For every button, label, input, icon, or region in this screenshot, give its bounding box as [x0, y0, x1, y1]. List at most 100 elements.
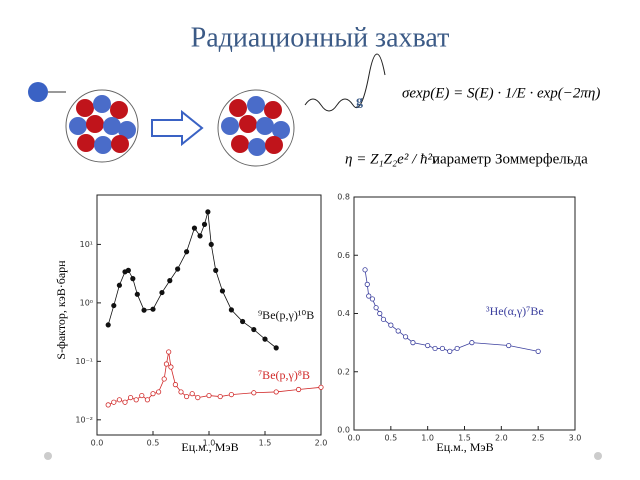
x-tick-label: 3.0 [569, 434, 582, 443]
y-tick-label: 0.2 [337, 367, 350, 376]
data-point [425, 342, 431, 349]
x-tick-label: 0.0 [91, 439, 104, 448]
y-tick-label: 0.6 [337, 251, 350, 260]
data-point [295, 386, 302, 393]
eta-caption: параметр Зоммерфельда [432, 151, 588, 167]
data-point [318, 384, 324, 390]
y-axis-label: S-фактор, кэВ·барн [54, 260, 68, 360]
data-point [111, 302, 117, 309]
cross-section-formula: σexp(E) = S(E) · 1/E · exp(−2πη) [402, 85, 600, 101]
x-tick-label: 1.0 [421, 434, 434, 443]
x-tick-label: 0.0 [348, 434, 361, 443]
data-point [506, 342, 512, 349]
data-point [201, 221, 208, 227]
data-point [168, 364, 174, 370]
data-point [388, 322, 394, 328]
series-label: ⁷Be(p,γ)⁸B [258, 368, 310, 382]
data-point [208, 241, 214, 248]
nav-dot[interactable] [44, 452, 52, 460]
data-point [105, 402, 111, 408]
photon-label: g [356, 94, 363, 109]
nav-dot[interactable] [594, 452, 602, 460]
x-tick-label: 2.0 [495, 434, 508, 443]
data-point [377, 310, 383, 317]
nucleus-after [217, 89, 295, 167]
data-point [228, 307, 234, 313]
data-point [105, 322, 111, 328]
data-point [139, 392, 145, 399]
data-point [134, 291, 140, 297]
y-tick-label: 0.8 [337, 193, 350, 202]
data-point [454, 345, 460, 352]
x-axis-label: Eц.м., МэВ [436, 440, 493, 454]
data-point [273, 345, 279, 351]
data-point [432, 345, 438, 352]
data-point [159, 289, 165, 296]
data-point [364, 281, 370, 287]
data-point [116, 282, 123, 288]
data-point [178, 389, 184, 395]
data-point [535, 348, 541, 354]
data-point [163, 361, 170, 367]
data-point [469, 340, 475, 346]
series-label: ³He(α,γ)⁷Be [486, 304, 544, 318]
data-point [184, 249, 190, 255]
y-tick-label: 0.4 [337, 309, 350, 318]
data-point [219, 288, 226, 294]
data-point [213, 267, 219, 273]
data-point [447, 348, 453, 354]
data-point [128, 394, 134, 401]
data-point [189, 391, 195, 397]
series-label: ⁹Be(p,γ)¹⁰B [258, 308, 314, 322]
y-tick-label: 10⁰ [80, 298, 93, 307]
data-point [166, 349, 172, 355]
data-point [144, 397, 150, 403]
data-point [191, 225, 198, 231]
x-axis-label: Eц.м., МэВ [181, 440, 238, 454]
projectile [28, 82, 48, 102]
nucleus-before [65, 89, 139, 163]
transform-arrow [151, 109, 204, 147]
data-point [197, 233, 203, 239]
data-point [206, 392, 212, 399]
eta-formula: η = Z₁Z₂e² / ħ²v [345, 151, 439, 167]
data-point [217, 393, 223, 400]
data-point [439, 345, 445, 352]
data-point [402, 334, 409, 340]
data-point [251, 326, 257, 333]
y-tick-label: 10⁻² [75, 415, 93, 424]
data-point [369, 296, 376, 302]
photon-wave [304, 53, 386, 112]
data-point [125, 267, 131, 273]
data-point [184, 393, 190, 400]
data-point [122, 399, 128, 405]
data-point [156, 389, 162, 395]
data-point [380, 316, 387, 322]
data-point [395, 328, 401, 334]
x-tick-label: 0.5 [384, 434, 397, 443]
data-point [373, 305, 379, 311]
x-tick-label: 1.0 [203, 439, 216, 448]
data-point [251, 390, 257, 396]
data-point [172, 382, 178, 388]
data-point [130, 276, 136, 282]
x-tick-label: 2.5 [532, 434, 545, 443]
data-point [161, 376, 167, 382]
data-point [410, 340, 416, 346]
data-point [273, 389, 279, 395]
data-point [362, 267, 368, 273]
data-point [175, 266, 181, 272]
y-tick-label: 0.0 [337, 426, 350, 435]
data-point [133, 397, 139, 403]
data-point [262, 336, 268, 342]
data-point [116, 397, 123, 403]
data-point [150, 391, 156, 397]
data-point [205, 209, 211, 215]
y-tick-label: 10¹ [80, 240, 93, 249]
slide-title: Радиационный захват [191, 22, 450, 53]
data-point [366, 293, 372, 299]
data-point [167, 278, 173, 284]
x-tick-label: 1.5 [259, 439, 272, 448]
data-point [228, 391, 234, 398]
